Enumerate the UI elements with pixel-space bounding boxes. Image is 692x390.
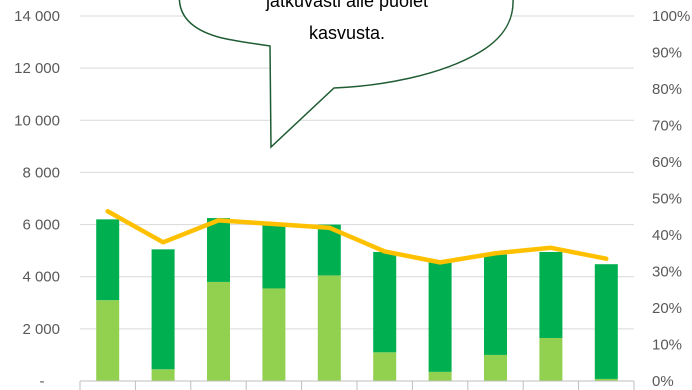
bar-lower-segment xyxy=(484,354,507,381)
bar-lower-segment xyxy=(594,378,618,381)
bar-upper-segment xyxy=(373,251,397,353)
right-axis-tick-label: 90% xyxy=(652,45,682,62)
left-axis-tick-label: 10 000 xyxy=(14,112,60,129)
bar-lower-segment xyxy=(151,369,175,381)
right-axis-tick-label: 80% xyxy=(652,81,682,98)
right-axis-tick-label: 10% xyxy=(652,337,682,354)
bar-upper-segment xyxy=(96,219,120,301)
callout-line-2: kasvusta. xyxy=(309,23,385,43)
left-axis-tick-label: 4 000 xyxy=(22,269,60,286)
speech-bubble-callout: jatkuvasti alle puolet kasvusta. xyxy=(178,0,514,149)
bar-upper-segment xyxy=(539,251,563,338)
bar-upper-segment xyxy=(317,224,341,276)
bars xyxy=(96,218,618,381)
bar-upper-segment xyxy=(207,218,230,282)
bar-lower-segment xyxy=(539,337,563,381)
bar-upper-segment xyxy=(428,262,452,372)
bar-lower-segment xyxy=(428,371,452,381)
right-axis-tick-label: 0% xyxy=(652,373,674,390)
right-axis-tick-label: 50% xyxy=(652,191,682,208)
right-axis-tick-label: 30% xyxy=(652,264,682,281)
percentage-line-series xyxy=(105,209,609,265)
left-axis-tick-label: 6 000 xyxy=(22,217,60,234)
right-axis-tick-label: 60% xyxy=(652,154,682,171)
bar-upper-segment xyxy=(151,249,175,370)
right-axis-tick-label: 70% xyxy=(652,118,682,135)
right-axis-tick-label: 100% xyxy=(652,8,690,25)
left-axis-tick-label: 8 000 xyxy=(22,164,60,181)
bar-lower-segment xyxy=(96,300,120,381)
bar-lower-segment xyxy=(317,275,341,381)
bar-lower-segment xyxy=(373,352,397,381)
bar-upper-segment xyxy=(484,254,507,355)
right-axis-tick-label: 40% xyxy=(652,227,682,244)
left-axis-tick-label: 14 000 xyxy=(14,8,60,25)
left-axis-ticks: - 2 000 4 000 6 000 8 000 10 000 12 000 14 000 xyxy=(14,8,60,390)
callout-line-1: jatkuvasti alle puolet xyxy=(265,0,428,11)
bar-upper-segment xyxy=(262,223,286,289)
bar-lower-segment xyxy=(207,281,230,381)
bar-lower-segment xyxy=(262,288,286,381)
left-axis-tick-label: 12 000 xyxy=(14,60,60,77)
x-axis xyxy=(79,380,635,390)
right-axis-tick-label: 20% xyxy=(652,300,682,317)
left-axis-tick-label: - xyxy=(40,373,45,390)
line-series xyxy=(105,209,609,265)
left-axis-tick-label: 2 000 xyxy=(22,321,60,338)
right-axis-ticks: 0% 10% 20% 30% 40% 50% 60% 70% 80% 90% 100% xyxy=(652,8,690,390)
callout-bubble-shape xyxy=(178,0,514,149)
bar-upper-segment xyxy=(594,264,618,379)
